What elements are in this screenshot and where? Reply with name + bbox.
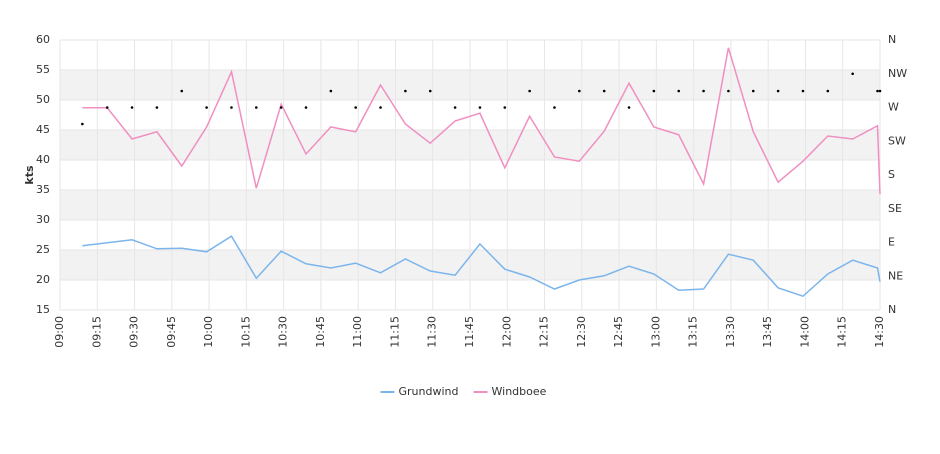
direction-dot [553,106,556,109]
direction-dot [304,106,308,109]
y2-tick-label: NW [888,67,907,80]
y-tick-label: 45 [36,123,50,136]
y-tick-label: 20 [36,273,50,286]
y-tick-label: 15 [36,303,50,316]
direction-dot [205,106,208,109]
direction-dot [878,89,882,93]
y-tick-label: 25 [36,243,50,256]
y2-tick-label: NE [888,269,903,282]
x-tick-label: 10:30 [277,316,290,348]
direction-dot [255,106,258,109]
direction-dot [876,89,879,93]
direction-dot [478,106,482,109]
x-tick-label: 12:45 [612,316,625,348]
y-tick-label: 30 [36,213,50,226]
y-tick-label: 40 [36,153,50,166]
y-tick-label: 35 [36,183,50,196]
direction-dot [105,106,109,109]
x-tick-label: 12:00 [500,316,513,348]
direction-dot [727,89,730,93]
x-tick-label: 12:30 [575,316,588,348]
y2-tick-label: E [888,236,895,249]
x-tick-label: 14:30 [873,316,886,348]
direction-dot [826,89,830,93]
x-tick-label: 10:00 [202,316,215,348]
direction-dot [776,89,780,93]
direction-dot [230,106,233,109]
x-tick-label: 14:15 [836,316,849,348]
x-tick-label: 10:15 [239,316,252,348]
direction-dot [130,106,134,109]
x-tick-label: 13:00 [649,316,662,348]
direction-dot [428,89,432,93]
direction-dot [354,106,357,109]
direction-dot [801,89,805,93]
x-tick-label: 09:00 [53,316,66,348]
series-line [82,235,881,298]
x-tick-label: 09:15 [90,316,103,348]
y-tick-label: 50 [36,93,50,106]
direction-dot [279,106,283,109]
x-tick-label: 09:45 [165,316,178,348]
y2-tick-label: N [888,33,896,46]
y-tick-label: 55 [36,63,50,76]
x-tick-label: 12:15 [538,316,551,348]
direction-dot [180,89,184,93]
y2-tick-label: W [888,101,899,114]
direction-dot [329,89,333,93]
direction-dot [652,89,656,93]
direction-dot [627,106,631,109]
direction-dot [702,89,705,93]
direction-dot [851,72,854,76]
y-axis-label: kts [23,165,36,185]
x-tick-label: 13:45 [761,316,774,348]
direction-dot [453,106,457,109]
series-line [82,47,881,195]
x-tick-label: 11:15 [388,316,401,348]
legend-label: Windboee [492,385,547,398]
x-tick-label: 13:30 [724,316,737,348]
direction-dot [602,89,606,93]
direction-dot [503,106,507,109]
direction-dot [404,89,407,93]
direction-dot [81,122,84,126]
x-tick-label: 11:30 [426,316,439,348]
y2-tick-label: S [888,168,895,181]
x-tick-label: 11:00 [351,316,364,348]
y2-tick-label: SW [888,134,906,147]
x-tick-label: 10:45 [314,316,327,348]
direction-dot [751,89,755,93]
direction-dot [528,89,531,93]
direction-dot [155,106,159,109]
legend-label: Grundwind [399,385,459,398]
direction-dot [578,89,581,93]
y-tick-label: 60 [36,33,50,46]
direction-dot [677,89,681,93]
x-tick-label: 14:00 [798,316,811,348]
x-tick-label: 13:15 [687,316,700,348]
direction-dot [379,106,382,109]
x-tick-label: 11:45 [463,316,476,348]
x-tick-label: 09:30 [128,316,141,348]
y2-tick-label: N [888,303,896,316]
y2-tick-label: SE [888,202,902,215]
